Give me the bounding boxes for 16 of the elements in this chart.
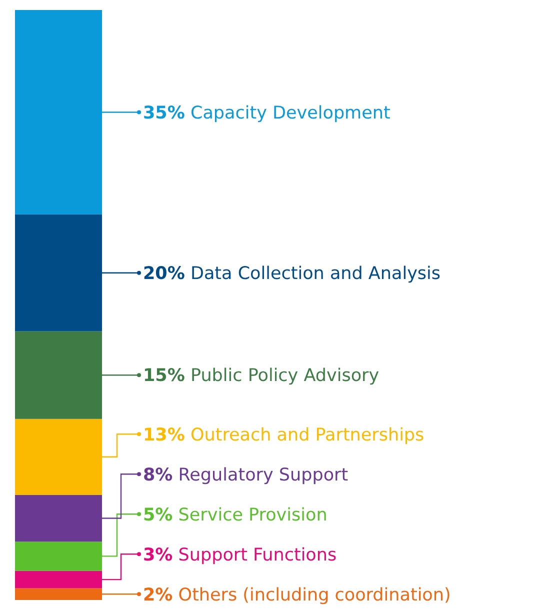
data-label: 35%: [143, 103, 185, 124]
legend-label: Others (including coordination): [172, 585, 451, 606]
text: Public Policy Advisory: [184, 366, 380, 386]
data-label: 13%: [143, 425, 185, 446]
text: Capacity Development: [184, 103, 390, 124]
data-label: 5%: [143, 505, 173, 526]
legend-label: Service Provision: [172, 505, 328, 526]
data-label: 8%: [143, 465, 173, 486]
data-label: 3%: [143, 545, 173, 566]
legend-label: Regulatory Support: [172, 465, 348, 486]
data-label: 2%: [143, 585, 173, 606]
legend-label: Support Functions: [172, 545, 337, 566]
text: Outreach and Partnerships: [184, 425, 424, 446]
text: Data Collection and Analysis: [184, 264, 441, 284]
data-label: 15%: [143, 366, 185, 386]
data-label: 20%: [143, 264, 185, 284]
